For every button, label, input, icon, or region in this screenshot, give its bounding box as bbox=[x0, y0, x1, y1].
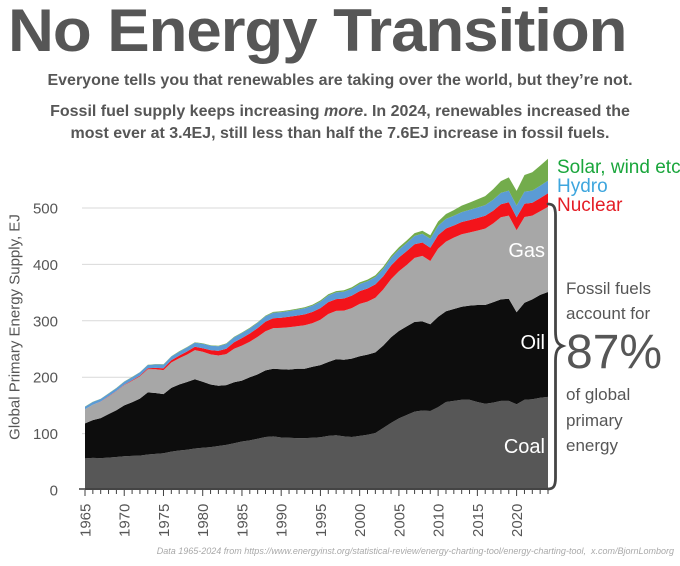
subtitle-detail-italic: more bbox=[323, 103, 364, 120]
subtitle-main: Everyone tells you that renewables are t… bbox=[47, 72, 633, 89]
legend-item-solar-wind: Solar, wind etc bbox=[557, 157, 680, 178]
annotation-value: 87% bbox=[566, 326, 663, 380]
y-tick-label-500: 500 bbox=[33, 201, 58, 218]
x-tick-label-2020: 2020 bbox=[509, 504, 526, 537]
subtitle-detail-part1: Fossil fuel supply keeps increasing bbox=[50, 103, 324, 120]
legend-item-hydro: Hydro bbox=[557, 176, 608, 197]
x-tick-label-1990: 1990 bbox=[274, 504, 291, 537]
y-tick-label-300: 300 bbox=[33, 313, 58, 330]
x-tick-label-2000: 2000 bbox=[352, 504, 369, 537]
x-tick-label-1995: 1995 bbox=[313, 504, 330, 537]
page-title: No Energy Transition bbox=[8, 0, 628, 64]
data-credit: Data 1965-2024 from https://www.energyin… bbox=[156, 546, 674, 556]
x-tick-label-1975: 1975 bbox=[156, 504, 173, 537]
x-tick-label-2005: 2005 bbox=[391, 504, 408, 537]
y-tick-label-200: 200 bbox=[33, 370, 58, 387]
x-tick-label-2015: 2015 bbox=[470, 504, 487, 537]
subtitle-detail-part2: . In 2024, renewables increased the bbox=[363, 103, 630, 120]
area-label-oil: Oil bbox=[520, 332, 545, 354]
area-label-coal: Coal bbox=[503, 436, 545, 458]
area-nuclear bbox=[85, 193, 548, 410]
fossil-share-annotation: Fossil fuels account for 87% of global p… bbox=[566, 277, 678, 459]
area-solar_wind bbox=[85, 158, 548, 407]
x-tick-label-1965: 1965 bbox=[78, 504, 95, 537]
y-tick-label-400: 400 bbox=[33, 257, 58, 274]
area-coal bbox=[85, 396, 548, 490]
y-tick-label-0: 0 bbox=[50, 483, 58, 500]
x-tick-label-2010: 2010 bbox=[431, 504, 448, 537]
subtitle-detail-line2: most ever at 3.4EJ, still less than half… bbox=[70, 125, 610, 143]
area-gas bbox=[85, 206, 548, 424]
y-tick-label-100: 100 bbox=[33, 426, 58, 443]
area-oil bbox=[85, 292, 548, 459]
brace-path bbox=[546, 202, 567, 491]
x-tick-label-1985: 1985 bbox=[234, 504, 251, 537]
area-hydro bbox=[85, 180, 548, 410]
subtitle-detail: Fossil fuel supply keeps increasing more… bbox=[0, 101, 680, 146]
annotation-outro: of global primary energy bbox=[566, 385, 631, 456]
x-tick-label-1970: 1970 bbox=[117, 504, 134, 537]
annotation-intro: Fossil fuels account for bbox=[566, 279, 652, 323]
legend-item-nuclear: Nuclear bbox=[557, 195, 623, 216]
area-label-gas: Gas bbox=[508, 240, 545, 262]
x-tick-label-1980: 1980 bbox=[195, 504, 212, 537]
